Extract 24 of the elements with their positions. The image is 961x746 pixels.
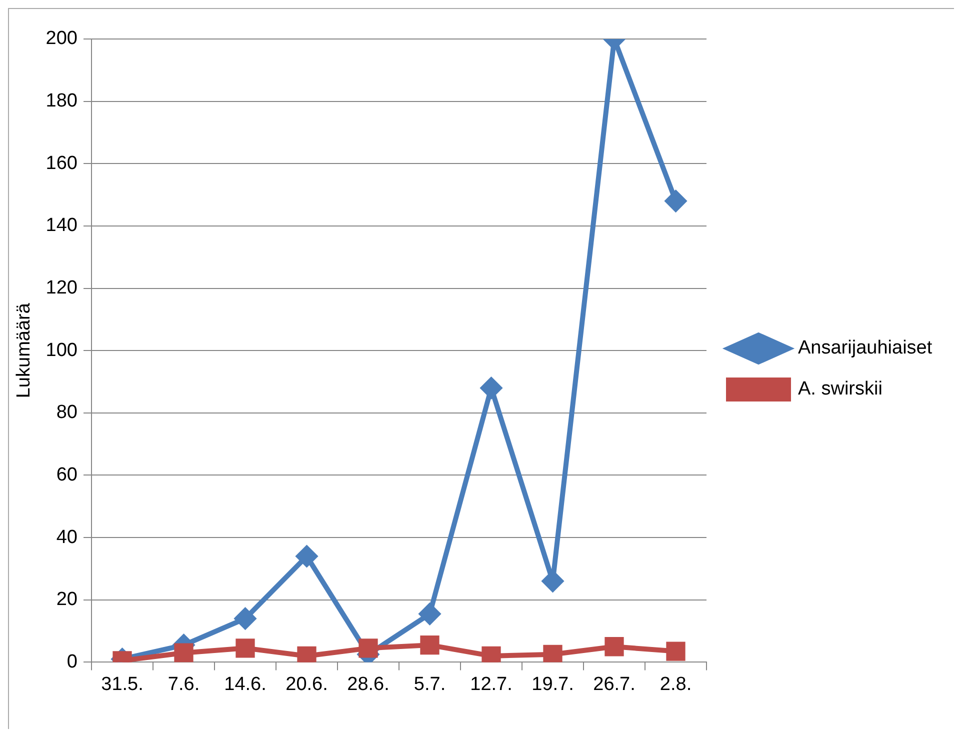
y-tick-label: 180 (46, 90, 78, 112)
y-tick-label: 120 (46, 278, 78, 299)
y-tick-label: 20 (56, 589, 78, 610)
y-tick-label: 40 (56, 526, 78, 548)
x-tick-label: 20.6. (286, 674, 328, 695)
legend-label: A. swirskii (798, 378, 882, 400)
x-tick-label: 5.7. (414, 674, 446, 695)
y-tick-label: 0 (66, 651, 78, 672)
x-tick-label: 31.5. (101, 674, 144, 695)
x-tick-label: 26.7. (593, 674, 636, 695)
y-tick-label: 80 (56, 402, 78, 424)
legend-label: Ansarijauhiaiset (798, 338, 933, 359)
y-tick-label: 160 (46, 152, 78, 174)
y-tick-label: 200 (46, 28, 78, 50)
x-tick-label: 14.6. (224, 674, 266, 695)
x-tick-label: 12.7. (470, 674, 512, 695)
x-tick-label: 2.8. (660, 674, 692, 695)
y-tick-label: 140 (46, 215, 78, 236)
y-tick-label: 100 (46, 340, 78, 361)
x-tick-label: 7.6. (168, 674, 200, 695)
x-tick-label: 19.7. (532, 674, 574, 695)
x-tick-label: 28.6. (347, 674, 390, 695)
y-axis-title: Lukumäärä (14, 302, 35, 398)
y-tick-label: 60 (56, 464, 78, 486)
